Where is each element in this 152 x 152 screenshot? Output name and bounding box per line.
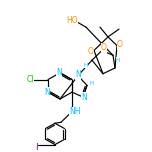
Text: H: H [116, 58, 120, 63]
Text: H: H [90, 81, 94, 86]
Text: NH: NH [69, 107, 81, 116]
Text: O: O [117, 40, 123, 49]
Text: N: N [81, 93, 87, 102]
Text: Cl: Cl [26, 75, 34, 84]
Text: H: H [84, 62, 88, 67]
Text: I: I [35, 143, 37, 152]
Text: O: O [101, 43, 107, 52]
Text: N: N [75, 70, 81, 79]
Text: HO: HO [66, 16, 78, 25]
Text: O: O [88, 47, 94, 56]
Text: N: N [44, 88, 50, 97]
Text: N: N [56, 68, 62, 77]
